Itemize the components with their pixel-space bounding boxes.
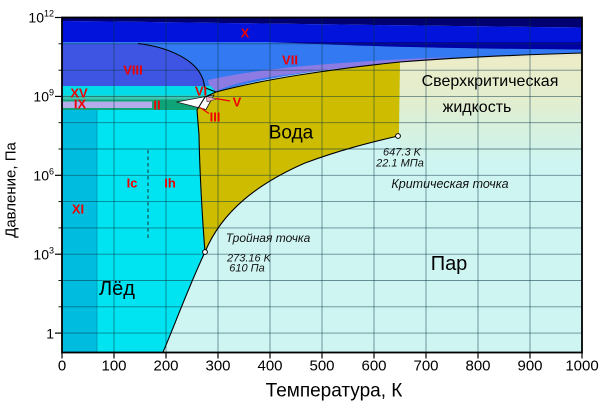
y-tick-base: 10 [33,246,49,263]
critical-point-temp: 647.3 K [383,146,421,159]
axis-ticks [55,16,583,359]
y-tick-1: 1 [16,325,54,342]
y-tick-1e12: 1012 [16,9,54,26]
critical-point-pressure: 22.1 МПа [376,157,424,170]
x-tick-1000: 1000 [565,357,599,375]
x-tick-700: 700 [413,357,439,375]
y-tick-1e6: 106 [16,167,54,184]
viii-vii-boundary [137,42,206,88]
band-violet [208,57,452,92]
phase-label-vi: VI [194,83,208,99]
sublimation-curve [162,251,206,353]
y-tick-exp: 9 [48,87,54,98]
leader-lines [199,97,231,114]
vi-lower-boundary [204,86,217,93]
phase-label-x: X [240,25,250,41]
leader-iii [199,107,210,114]
phase-label-xi: XI [71,201,85,217]
melting-curve [196,109,206,253]
phase-label-xv: XV [70,85,88,101]
water-vii-boundary [215,52,583,93]
region-label-water: Вода [268,122,314,144]
y-tick-base: 1 [46,325,54,342]
phase-label-ih: Ih [164,175,176,191]
region-label-supercritical-2: жидкость [442,99,512,116]
phase-boundaries [137,42,583,353]
y-tick-base: 10 [33,167,49,184]
x-tick-600: 600 [361,357,387,375]
x-tick-0: 0 [57,357,67,375]
y-tick-exp: 3 [48,245,54,256]
y-tick-base: 10 [33,88,49,105]
region-label-supercritical-1: Сверхкритическая [421,73,559,90]
leader-v [215,97,231,102]
phase-label-ix: IX [73,96,87,112]
phase-label-v: V [232,94,242,110]
region-ice-xi [62,110,97,353]
phase-label-vii: VII [282,52,298,68]
region-ice-v-pink [206,96,218,103]
region-ice-viii [62,44,205,88]
y-tick-1e9: 109 [16,88,54,105]
region-supercritical [400,53,582,172]
phase-label-viii: VIII [123,62,143,78]
triple-point-label: Тройная точка [225,231,311,245]
region-water [197,62,400,252]
region-ice-ih [62,86,207,352]
triple-point-temp: 273.16 K [226,252,272,265]
critical-point-marker [395,133,401,139]
x-tick-400: 400 [257,357,283,375]
x-tick-800: 800 [465,357,491,375]
y-tick-exp: 6 [48,166,54,177]
y-tick-1e3: 103 [16,246,54,263]
stripe-ice-ix [62,101,152,108]
phase-label-iii: III [209,109,221,125]
x-tick-200: 200 [153,357,179,375]
y-tick-base: 10 [28,9,44,26]
gridlines [62,17,582,353]
x-axis-title: Температура, К [265,380,403,402]
x-tick-100: 100 [101,357,127,375]
x-tick-900: 900 [517,357,543,375]
y-tick-exp: 12 [43,8,54,19]
phase-label-ic: Ic [126,175,138,191]
junction-lines [196,91,217,111]
y-axis-title: Давление, Па [2,142,20,238]
triple-point-marker [202,249,208,255]
triple-point-pressure: 610 Па [229,262,265,275]
vaporization-curve [204,135,399,253]
critical-point-label: Критическая точка [391,176,509,191]
plot-border [61,16,583,354]
phase-label-ii: II [153,97,161,113]
region-label-vapor: Пар [430,253,468,275]
x-tick-500: 500 [309,357,335,375]
x-tick-300: 300 [205,357,231,375]
stripe-ice-vi-xv [62,86,216,96]
region-label-ice: Лёд [99,278,135,300]
